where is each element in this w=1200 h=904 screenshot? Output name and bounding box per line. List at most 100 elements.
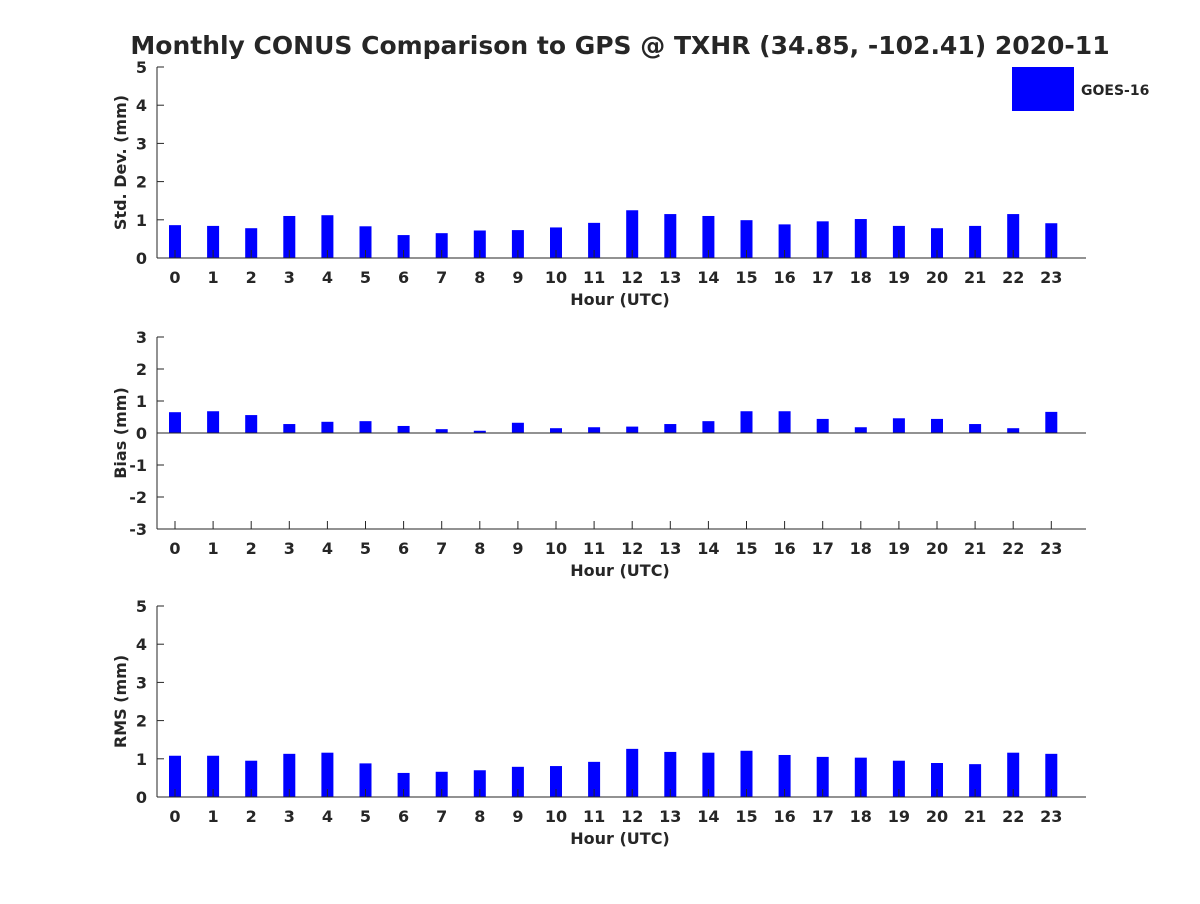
panel-2-xtick-label: 9 (512, 539, 523, 558)
panel-1-bar (1007, 214, 1020, 258)
panel-2-bar (169, 412, 181, 433)
panel-1-bar (283, 215, 296, 258)
panel-2-bar (435, 429, 448, 433)
panel-1-xtick-label: 23 (1040, 268, 1062, 287)
panel-2-ytick-label: 0 (136, 424, 147, 443)
panel-1-bar (626, 210, 639, 258)
panel-3-bar (1007, 752, 1020, 797)
panel-1-xtick-label: 18 (850, 268, 872, 287)
panel-1-bar (702, 215, 715, 258)
panel-3-ytick-label: 5 (136, 597, 147, 616)
panel-2-bar (473, 430, 486, 433)
panel-2-bar (969, 424, 982, 433)
panel-1-xtick-label: 22 (1002, 268, 1024, 287)
panel-2-bar (511, 422, 524, 433)
panel-2-bar (1045, 411, 1058, 433)
panel-2-xtick-label: 10 (545, 539, 567, 558)
panel-3-xtick-label: 12 (621, 807, 643, 826)
panel-1-xtick-label: 1 (208, 268, 219, 287)
panel-2-bar (1007, 428, 1020, 433)
panel-2-bar (931, 418, 943, 433)
panel-3-xtick-label: 15 (735, 807, 757, 826)
panel-1-bar (245, 228, 258, 258)
panel-3-bar (511, 766, 524, 797)
panel-2-ytick-label: -3 (129, 520, 147, 539)
panel-1-bar (1045, 223, 1058, 258)
panel-2-bar (245, 415, 258, 433)
panel-2-bar (283, 424, 296, 433)
panel-3-bar (550, 766, 562, 797)
panel-1-xtick-label: 10 (545, 268, 567, 287)
panel-1-bar (588, 222, 601, 258)
panel-3-xtick-label: 16 (773, 807, 795, 826)
panel-3-xtick-label: 8 (474, 807, 485, 826)
panel-2-bar (321, 421, 334, 433)
panel-1-bar (473, 230, 486, 258)
panel-3-xtick-label: 22 (1002, 807, 1024, 826)
panel-1-ytick-label: 2 (136, 173, 147, 192)
panel-1-bar (169, 225, 181, 258)
panel-2-xtick-label: 3 (284, 539, 295, 558)
panel-3-bar (740, 750, 753, 797)
panel-1-xtick-label: 6 (398, 268, 409, 287)
panel-3-bar (169, 755, 181, 797)
panel-3-xlabel: Hour (UTC) (570, 829, 670, 848)
panel-2-xtick-label: 7 (436, 539, 447, 558)
panel-1-bar (892, 225, 905, 258)
panel-2-xtick-label: 0 (169, 539, 180, 558)
panel-3-xtick-label: 11 (583, 807, 605, 826)
panel-1-xtick-label: 2 (246, 268, 257, 287)
panel-2-bar (740, 411, 753, 433)
panel-2-ylabel: Bias (mm) (111, 387, 130, 479)
panel-3-xtick-label: 23 (1040, 807, 1062, 826)
panel-3-xtick-label: 1 (208, 807, 219, 826)
panel-3-xtick-label: 3 (284, 807, 295, 826)
panel-1-xtick-label: 8 (474, 268, 485, 287)
panel-3-xtick-label: 4 (322, 807, 333, 826)
panel-1-ylabel: Std. Dev. (mm) (111, 95, 130, 230)
panel-2-bar (778, 411, 791, 433)
panel-2-xtick-label: 22 (1002, 539, 1024, 558)
panel-3-bar (283, 753, 296, 797)
panel-2-ytick-label: 3 (136, 328, 147, 347)
panel-1-xlabel: Hour (UTC) (570, 290, 670, 309)
panel-2-xtick-label: 13 (659, 539, 681, 558)
panel-3-bar (245, 760, 258, 797)
panel-3-xtick-label: 7 (436, 807, 447, 826)
panel-3-bar (702, 752, 715, 797)
panel-2-xtick-label: 2 (246, 539, 257, 558)
panel-2-xtick-label: 18 (850, 539, 872, 558)
panel-3-bar (892, 760, 905, 797)
panel-3-bar (626, 748, 639, 797)
panel-3-bar (321, 752, 334, 797)
panel-2-ytick-label: -2 (129, 488, 147, 507)
panel-3-bar (969, 764, 982, 797)
panel-3-xtick-label: 0 (169, 807, 180, 826)
panel-3-bar (664, 751, 677, 797)
panel-2-xtick-label: 15 (735, 539, 757, 558)
panel-1-xtick-label: 11 (583, 268, 605, 287)
panel-3-bar (359, 763, 372, 797)
panel-2-bar (588, 427, 601, 433)
panel-1-bar (321, 215, 334, 258)
panel-2-xtick-label: 1 (208, 539, 219, 558)
panel-1-xtick-label: 0 (169, 268, 180, 287)
panel-1-bar (740, 220, 753, 258)
panel-1-ytick-label: 3 (136, 134, 147, 153)
panel-2-bar (664, 424, 677, 433)
panel-1-ytick-label: 4 (136, 96, 147, 115)
panel-2-bar (359, 421, 372, 433)
chart-legend: GOES-16 (1012, 67, 1149, 111)
panel-2-xtick-label: 6 (398, 539, 409, 558)
panel-1-bar (969, 225, 982, 258)
panel-2-xtick-label: 11 (583, 539, 605, 558)
panel-2-xtick-label: 4 (322, 539, 333, 558)
panel-2-bar (397, 425, 410, 433)
panel-3-ytick-label: 0 (136, 788, 147, 807)
panel-1-bar (854, 219, 867, 258)
panel-3-xtick-label: 9 (512, 807, 523, 826)
panel-1-ytick-label: 5 (136, 58, 147, 77)
panel-2-bar (854, 427, 867, 433)
panel-3-xtick-label: 14 (697, 807, 719, 826)
